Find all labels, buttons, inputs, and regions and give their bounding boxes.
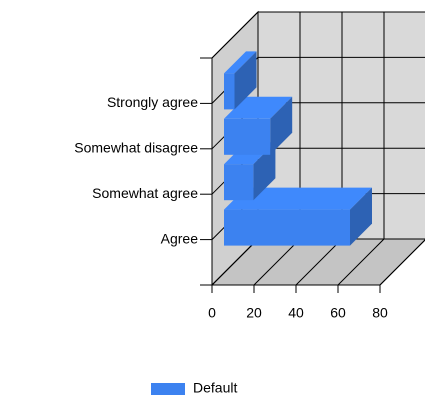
bar [224, 96, 293, 155]
legend-swatch [151, 383, 185, 395]
bar-top [224, 51, 257, 74]
x-tick-label: 40 [288, 305, 304, 321]
bar-front [224, 209, 350, 246]
bar-front [224, 118, 271, 155]
grid-line [253, 238, 301, 286]
grid-line [337, 238, 385, 286]
bar [224, 51, 257, 110]
y-tick-label: Somewhat disagree [74, 140, 198, 156]
x-tick-label: 0 [208, 305, 216, 321]
grid-line [379, 239, 425, 286]
bar-side [253, 142, 276, 201]
bar-side [270, 96, 293, 155]
x-tick-label: 80 [372, 305, 388, 321]
bar-top [224, 187, 372, 210]
bar-front [224, 73, 235, 110]
legend-label: Default [193, 380, 237, 396]
bar-side [350, 187, 372, 246]
bar [224, 187, 372, 246]
y-tick-label: Strongly agree [107, 94, 198, 110]
y-tick-label: Agree [161, 230, 199, 246]
x-tick-label: 20 [246, 305, 262, 321]
bar-side [234, 51, 257, 110]
category-grid-line [211, 11, 259, 59]
x-tick-label: 60 [330, 305, 346, 321]
grid-line [295, 238, 343, 286]
y-tick-label: Somewhat agree [92, 185, 198, 201]
grid-line [211, 238, 259, 286]
bar-front [224, 164, 254, 201]
